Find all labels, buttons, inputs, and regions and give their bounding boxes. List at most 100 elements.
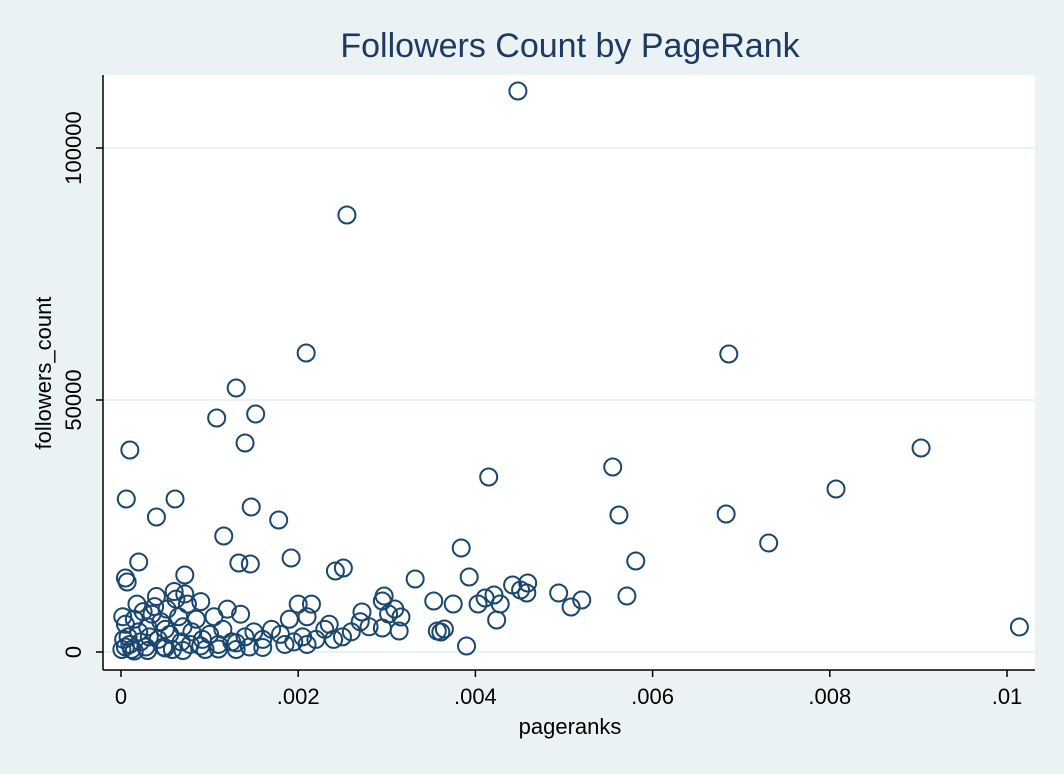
- point: [518, 573, 538, 593]
- point: [155, 638, 175, 658]
- point: [517, 583, 537, 603]
- point: [114, 629, 134, 649]
- point: [120, 440, 140, 460]
- point: [296, 343, 316, 363]
- point: [359, 617, 379, 637]
- x-tick-label: .004: [454, 684, 497, 709]
- point: [487, 610, 507, 630]
- point: [129, 622, 149, 642]
- point: [231, 604, 251, 624]
- point: [281, 548, 301, 568]
- point: [424, 591, 444, 611]
- point: [164, 582, 184, 602]
- point: [1009, 617, 1029, 637]
- point: [173, 640, 193, 660]
- point: [609, 505, 629, 525]
- point: [275, 634, 295, 654]
- y-tick-label: 100000: [61, 111, 86, 184]
- point: [333, 558, 353, 578]
- point: [324, 629, 344, 649]
- point: [246, 404, 266, 424]
- point: [391, 607, 411, 627]
- point: [191, 636, 211, 656]
- point: [138, 640, 158, 660]
- point: [240, 554, 260, 574]
- point: [549, 583, 569, 603]
- point: [911, 438, 931, 458]
- x-axis-title: pageranks: [519, 714, 622, 739]
- point: [451, 538, 471, 558]
- point: [229, 553, 249, 573]
- y-tick-label: 0: [61, 646, 86, 658]
- point: [155, 619, 175, 639]
- point: [297, 634, 317, 654]
- point: [191, 592, 211, 612]
- point: [443, 594, 463, 614]
- point: [431, 622, 451, 642]
- point: [603, 457, 623, 477]
- point: [138, 617, 158, 637]
- point: [207, 408, 227, 428]
- point: [719, 344, 739, 364]
- point: [226, 633, 246, 653]
- point: [350, 612, 370, 632]
- point: [124, 641, 144, 661]
- point: [826, 479, 846, 499]
- plot-area: [103, 75, 1035, 670]
- point: [169, 607, 189, 627]
- point: [325, 561, 345, 581]
- point: [253, 637, 273, 657]
- point: [262, 619, 282, 639]
- x-tick-label: .01: [992, 684, 1023, 709]
- point: [139, 627, 159, 647]
- point: [716, 504, 736, 524]
- point: [617, 586, 637, 606]
- point: [434, 619, 454, 639]
- point: [279, 609, 299, 629]
- point: [301, 594, 321, 614]
- point: [165, 489, 185, 509]
- point: [269, 510, 289, 530]
- point: [112, 639, 132, 659]
- point: [372, 618, 392, 638]
- point: [479, 467, 499, 487]
- y-axis-title: followers_count: [31, 297, 56, 450]
- point: [113, 607, 133, 627]
- point: [117, 572, 137, 592]
- point: [177, 594, 197, 614]
- point: [241, 497, 261, 517]
- y-tick-label: 50000: [61, 369, 86, 430]
- point: [508, 81, 528, 101]
- point: [213, 619, 233, 639]
- point: [175, 565, 195, 585]
- x-tick-label: .006: [631, 684, 674, 709]
- point: [332, 627, 352, 647]
- point: [561, 597, 581, 617]
- point: [146, 507, 166, 527]
- point: [405, 569, 425, 589]
- point: [171, 632, 191, 652]
- point: [214, 526, 234, 546]
- point: [337, 205, 357, 225]
- chart-title: Followers Count by PageRank: [340, 27, 800, 65]
- point: [146, 587, 166, 607]
- x-tick-label: .008: [808, 684, 851, 709]
- point: [468, 594, 488, 614]
- point: [186, 609, 206, 629]
- point: [235, 433, 255, 453]
- point: [297, 607, 317, 627]
- x-tick-label: 0: [115, 684, 127, 709]
- point: [115, 637, 135, 657]
- point: [457, 636, 477, 656]
- point: [208, 639, 228, 659]
- point: [226, 378, 246, 398]
- point: [129, 552, 149, 572]
- point: [288, 594, 308, 614]
- point: [116, 489, 136, 509]
- point: [626, 551, 646, 571]
- point: [217, 599, 237, 619]
- point: [175, 584, 195, 604]
- x-tick-label: .002: [277, 684, 320, 709]
